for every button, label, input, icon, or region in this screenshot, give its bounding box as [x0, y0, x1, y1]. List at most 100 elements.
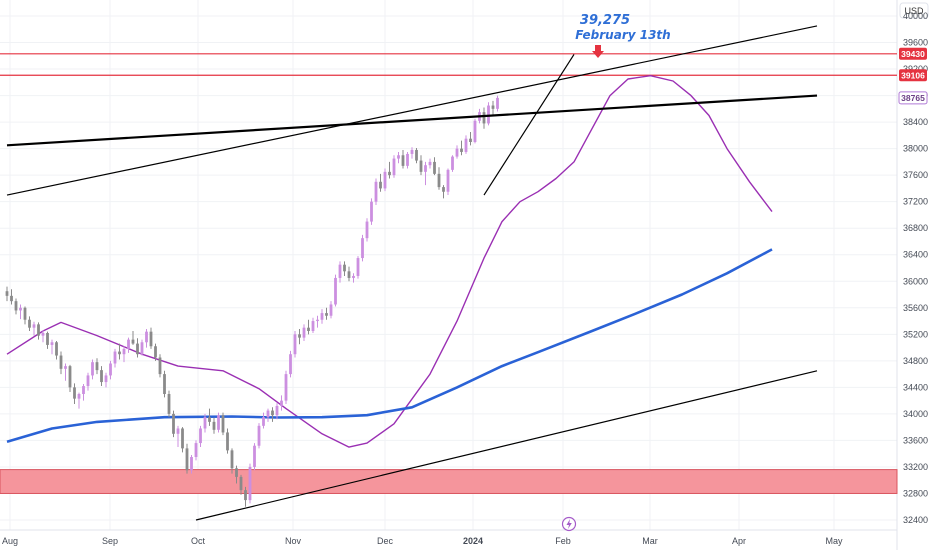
candle-body: [410, 149, 414, 154]
y-tick-label: 38000: [903, 144, 928, 154]
candle: [41, 330, 45, 343]
candle-body: [325, 313, 328, 316]
candle: [266, 408, 270, 422]
candle: [55, 340, 58, 360]
candle: [370, 198, 373, 225]
x-tick-label: Mar: [642, 536, 658, 546]
candle-body: [55, 342, 58, 356]
candle-body: [280, 400, 283, 406]
candle-body: [334, 277, 337, 305]
candle: [424, 161, 427, 186]
candle-body: [91, 362, 94, 376]
candle: [50, 339, 54, 355]
candle: [446, 168, 450, 196]
candle-body: [5, 291, 9, 296]
candle: [289, 350, 292, 378]
x-tick-label: Nov: [285, 536, 302, 546]
candle: [293, 331, 297, 358]
candle: [230, 448, 234, 474]
candle-body: [109, 363, 112, 376]
candle: [257, 423, 261, 449]
candle-body: [442, 187, 445, 192]
candle: [167, 390, 171, 418]
candle: [469, 132, 472, 146]
currency-label[interactable]: USD: [904, 6, 924, 16]
candle: [280, 395, 283, 411]
candle: [203, 413, 207, 433]
candle-body: [311, 321, 315, 331]
price-tag-bg: [899, 47, 927, 60]
annotation: 39,275 February 13th: [575, 13, 671, 58]
candles: [5, 95, 499, 507]
candle: [284, 370, 288, 404]
candle: [212, 417, 216, 434]
x-tick-label: May: [825, 536, 843, 546]
candle: [118, 343, 121, 360]
candle: [298, 329, 301, 345]
time-axis[interactable]: Aug Sep Oct Nov Dec 2024 Feb Mar Apr May: [2, 536, 843, 546]
trendline: [6, 94, 818, 147]
resistance-lines: [0, 53, 897, 76]
candle: [410, 147, 414, 159]
price-tag: 38765: [898, 91, 928, 105]
candle-body: [28, 319, 31, 328]
candle: [262, 412, 265, 429]
candle-body: [149, 331, 153, 347]
trendline: [6, 25, 818, 196]
candle: [172, 410, 175, 438]
candle-body: [397, 155, 400, 159]
y-tick-label: 34400: [903, 382, 928, 392]
candle-body: [95, 362, 99, 371]
candle-body: [428, 161, 432, 166]
candle-body: [257, 425, 261, 446]
candle-body: [64, 366, 67, 369]
candle: [14, 298, 18, 315]
support-zone: [0, 469, 898, 494]
y-tick-label: 38400: [903, 117, 928, 127]
price-tag-bg: [898, 91, 928, 105]
candle: [68, 364, 72, 393]
candle: [487, 102, 490, 126]
candle-body: [487, 105, 490, 124]
candle-body: [221, 415, 225, 433]
candle-body: [275, 405, 279, 416]
candle: [437, 167, 441, 190]
down-arrow-icon: [592, 45, 604, 58]
price-axis[interactable]: USD 32400 32800 33200 33600 34000 34400 34800 3…: [899, 2, 929, 525]
candle-body: [32, 324, 36, 328]
candle: [136, 338, 139, 358]
annotation-price: 39,275: [580, 13, 630, 28]
candle-body: [343, 264, 346, 272]
candle-body: [419, 160, 423, 172]
candle: [356, 256, 360, 279]
candle-body: [451, 156, 454, 170]
candle: [397, 151, 400, 164]
candle-body: [289, 354, 292, 375]
candle-body: [14, 301, 18, 311]
candle: [374, 178, 378, 205]
candle-body: [23, 307, 27, 320]
price-tags: 39430 39106 38765: [898, 47, 928, 105]
candle-body: [352, 275, 355, 278]
candle: [388, 161, 391, 179]
candle-body: [176, 428, 180, 434]
candle: [190, 455, 193, 474]
candle: [91, 359, 94, 380]
candle-body: [208, 417, 211, 422]
x-tick-label: Feb: [555, 536, 571, 546]
lightning-icon[interactable]: [561, 516, 577, 532]
candle-body: [73, 387, 76, 399]
candle-body: [302, 327, 306, 338]
candle-body: [298, 334, 301, 338]
candle: [77, 392, 81, 409]
candle-body: [424, 165, 427, 172]
candle: [10, 289, 13, 305]
candle-body: [212, 421, 216, 430]
y-tick-label: 35600: [903, 303, 928, 313]
candle: [379, 173, 382, 192]
candle: [473, 118, 477, 144]
arrow-head: [592, 51, 604, 58]
candle: [32, 321, 36, 336]
annotation-date: February 13th: [575, 28, 670, 42]
